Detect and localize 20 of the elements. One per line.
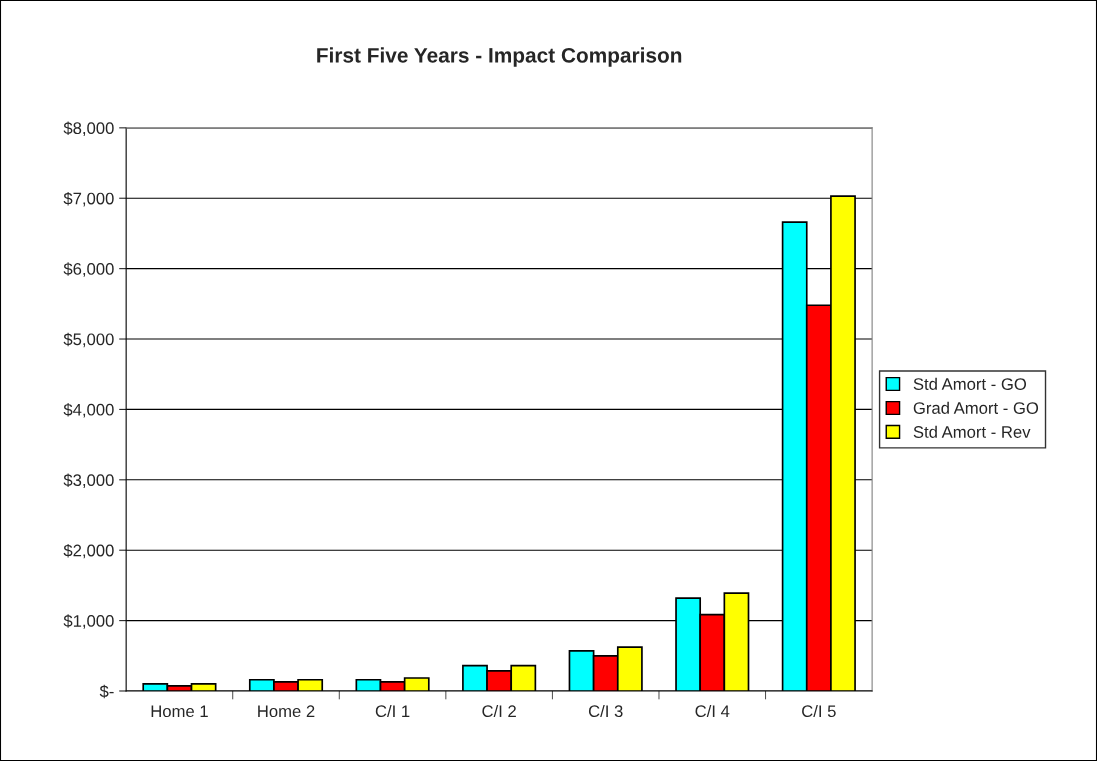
x-tick-label: C/I 2 [482, 704, 516, 718]
x-tick-label: C/I 4 [695, 704, 730, 718]
y-tick-label: $3,000 [63, 473, 114, 488]
x-tick-label: Home 1 [151, 705, 208, 718]
x-tick-label: C/I 3 [588, 704, 623, 718]
chart-title: First Five Years - Impact Comparison [317, 47, 682, 67]
y-tick-label: $5,000 [63, 332, 114, 348]
legend-label: Std Amort - GO [913, 377, 1027, 390]
x-tick-label: C/I 5 [802, 704, 836, 718]
y-tick-label: $6,000 [63, 262, 114, 277]
x-tick-label: C/I 1 [375, 704, 410, 718]
y-tick-label: $8,000 [63, 121, 114, 137]
legend-label: Grad Amort - GO [913, 401, 1039, 414]
legend-label: Std Amort - Rev [913, 425, 1031, 438]
y-tick-label: $4,000 [63, 403, 114, 418]
x-tick-label: Home 2 [258, 705, 315, 718]
y-tick-label: $1,000 [63, 614, 114, 629]
y-tick-label: $2,000 [63, 543, 114, 559]
y-tick-label: $- [99, 684, 114, 699]
y-tick-label: $7,000 [63, 191, 114, 207]
